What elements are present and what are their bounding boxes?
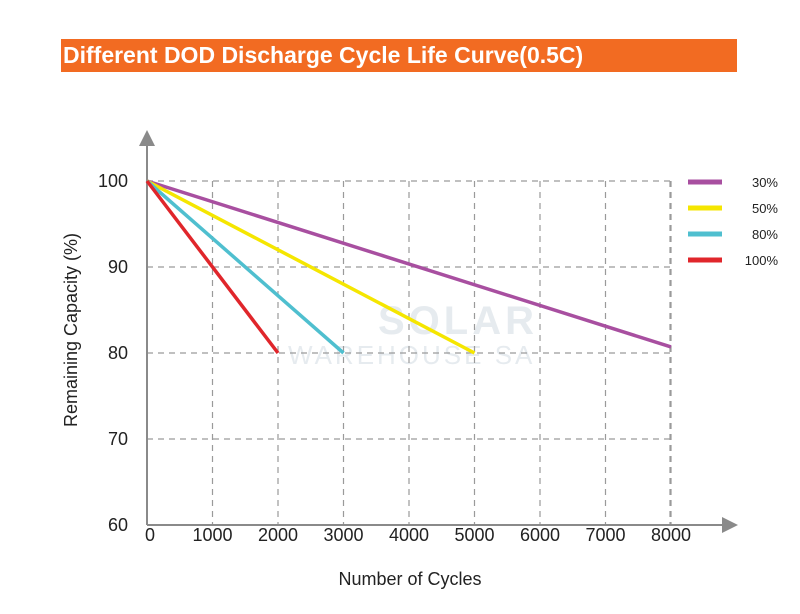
chart-title: Different DOD Discharge Cycle Life Curve… xyxy=(61,39,737,72)
series-line-50pct xyxy=(146,179,476,355)
series-lines xyxy=(145,179,672,355)
x-tick-label: 4000 xyxy=(389,525,429,545)
x-tick-label: 5000 xyxy=(454,525,494,545)
x-tick-label: 3000 xyxy=(323,525,363,545)
x-axis-arrow xyxy=(722,517,738,533)
legend: 30% 50% 80% 100% xyxy=(688,175,778,268)
series-line-30pct xyxy=(146,179,672,349)
axes xyxy=(139,130,738,533)
tick-labels: 0 1000 2000 3000 4000 5000 6000 7000 8000 100 90 80… xyxy=(98,171,691,545)
legend-label: 80% xyxy=(752,227,778,242)
x-tick-label: 2000 xyxy=(258,525,298,545)
x-tick-label: 6000 xyxy=(520,525,560,545)
watermark-line-2: WAREHOUSE SA xyxy=(288,340,535,370)
y-tick-label: 60 xyxy=(108,515,128,535)
legend-label: 30% xyxy=(752,175,778,190)
legend-label: 100% xyxy=(745,253,779,268)
series-line-80pct xyxy=(145,179,345,355)
x-tick-label: 8000 xyxy=(651,525,691,545)
y-axis-title: Remaining Capacity (%) xyxy=(61,233,81,427)
x-tick-label: 7000 xyxy=(585,525,625,545)
legend-label: 50% xyxy=(752,201,778,216)
watermark: SOLAR WAREHOUSE SA xyxy=(288,299,538,370)
y-tick-label: 100 xyxy=(98,171,128,191)
y-tick-label: 80 xyxy=(108,343,128,363)
y-tick-label: 90 xyxy=(108,257,128,277)
y-tick-label: 70 xyxy=(108,429,128,449)
series-line-100pct xyxy=(145,179,280,355)
y-axis-arrow xyxy=(139,130,155,146)
watermark-line-1: SOLAR xyxy=(378,299,538,343)
x-tick-label: 0 xyxy=(145,525,155,545)
x-axis-title: Number of Cycles xyxy=(338,569,481,589)
x-tick-label: 1000 xyxy=(192,525,232,545)
